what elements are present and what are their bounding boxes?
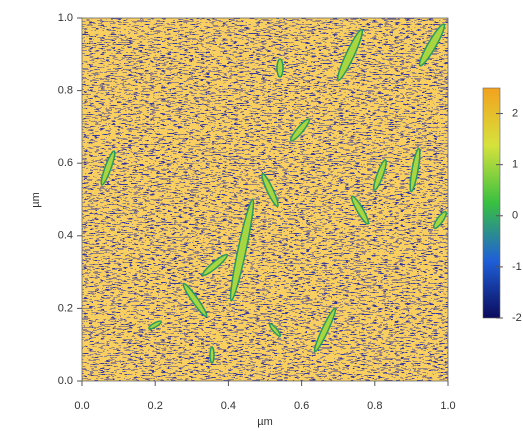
x-tick-label: 0.0 xyxy=(74,400,89,412)
x-tick-label: 1.0 xyxy=(440,400,455,412)
y-tick-label: 0.8 xyxy=(58,85,73,97)
colorbar-tick-label: 1 xyxy=(512,159,518,171)
x-tick-label: 0.4 xyxy=(221,400,236,412)
afm-image xyxy=(82,18,448,381)
colorbar-tick-label: -1 xyxy=(512,261,522,273)
x-tick-label: 0.2 xyxy=(148,400,163,412)
colorbar xyxy=(482,87,501,319)
y-tick-label: 1.0 xyxy=(58,12,73,24)
y-tick-label: 0.0 xyxy=(58,375,73,387)
colorbar-tick-label: 0 xyxy=(512,210,518,222)
y-tick-label: 0.6 xyxy=(58,157,73,169)
y-tick-label: 0.2 xyxy=(58,302,73,314)
y-tick-label: 0.4 xyxy=(58,230,73,242)
colorbar-tick-label: -2 xyxy=(512,312,522,324)
surface-features xyxy=(100,23,447,364)
x-tick-label: 0.8 xyxy=(367,400,382,412)
y-axis-label: µm xyxy=(30,192,42,208)
x-tick-label: 0.6 xyxy=(294,400,309,412)
colorbar-tick-label: 2 xyxy=(512,107,518,119)
x-axis-label: µm xyxy=(257,416,273,428)
plot-frame xyxy=(81,17,449,382)
